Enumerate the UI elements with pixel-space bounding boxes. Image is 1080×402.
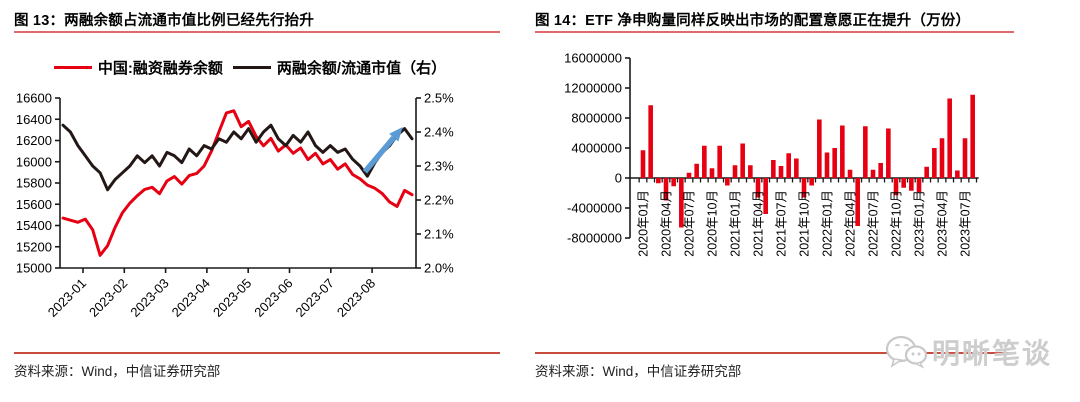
svg-text:2.2%: 2.2% xyxy=(424,193,454,208)
svg-text:15200: 15200 xyxy=(16,239,52,254)
svg-text:2020年04月: 2020年04月 xyxy=(660,190,674,257)
svg-text:2022年07月: 2022年07月 xyxy=(867,190,881,257)
legend-item-margin-balance: 中国:融资融券余额 xyxy=(53,57,223,78)
svg-text:2021年10月: 2021年10月 xyxy=(798,190,812,257)
svg-text:16200: 16200 xyxy=(16,133,52,148)
svg-text:2021年01月: 2021年01月 xyxy=(729,190,743,257)
svg-text:2021年04月: 2021年04月 xyxy=(752,190,766,257)
svg-text:2023-07: 2023-07 xyxy=(293,276,337,320)
figure-13-legend: 中国:融资融券余额 两融余额/流通市值（右） xyxy=(30,57,470,78)
svg-text:2023年04月: 2023年04月 xyxy=(936,190,950,257)
svg-text:2.1%: 2.1% xyxy=(424,227,454,242)
svg-text:15400: 15400 xyxy=(16,218,52,233)
svg-text:0: 0 xyxy=(615,171,622,186)
figure-13-title-underline xyxy=(14,31,500,33)
svg-text:2020年07月: 2020年07月 xyxy=(683,190,697,257)
svg-text:2022年04月: 2022年04月 xyxy=(844,190,858,257)
svg-text:2023-02: 2023-02 xyxy=(86,276,130,320)
svg-text:15800: 15800 xyxy=(16,176,52,191)
svg-text:16400: 16400 xyxy=(16,112,52,127)
svg-text:2023-04: 2023-04 xyxy=(169,276,213,320)
svg-text:2020年10月: 2020年10月 xyxy=(706,190,720,257)
svg-text:2023-08: 2023-08 xyxy=(334,276,378,320)
figure-13-source: 资料来源：Wind，中信证券研究部 xyxy=(14,364,221,379)
svg-text:16000: 16000 xyxy=(16,154,52,169)
figure-14-bottom-rule xyxy=(535,352,1014,354)
figure-13-title: 图 13：两融余额占流通市值比例已经先行抬升 xyxy=(14,13,315,29)
legend-item-ratio: 两融余额/流通市值（右） xyxy=(232,57,447,78)
svg-text:2022年10月: 2022年10月 xyxy=(890,190,904,257)
svg-text:2023-05: 2023-05 xyxy=(210,276,254,320)
svg-text:2.4%: 2.4% xyxy=(424,125,454,140)
figure-14-title-underline xyxy=(535,31,1014,33)
svg-text:2.5%: 2.5% xyxy=(424,91,454,106)
svg-text:2023年01月: 2023年01月 xyxy=(913,190,927,257)
svg-text:4000000: 4000000 xyxy=(571,141,622,156)
figure-14-title: 图 14：ETF 净申购量同样反映出市场的配置意愿正在提升（万份） xyxy=(535,13,971,29)
svg-text:16600: 16600 xyxy=(16,91,52,106)
svg-text:2020年01月: 2020年01月 xyxy=(637,190,651,257)
etf-net-subscription-bar-chart: -8000000 -4000000 0 4000000 8000000 12000000 1… xyxy=(564,51,979,257)
legend-label-ratio: 两融余额/流通市值（右） xyxy=(276,60,447,77)
svg-text:2.3%: 2.3% xyxy=(424,159,454,174)
svg-text:2023年07月: 2023年07月 xyxy=(959,190,973,257)
black-line-swatch xyxy=(232,65,271,70)
red-line-swatch xyxy=(53,65,92,70)
svg-text:2022年01月: 2022年01月 xyxy=(821,190,835,257)
figure-13-bottom-rule xyxy=(14,352,500,354)
legend-label-margin-balance: 中国:融资融券余额 xyxy=(97,60,223,77)
svg-text:2021年07月: 2021年07月 xyxy=(775,190,789,257)
margin-balance-line-chart: 15000 15200 15400 15600 15800 16000 16200 16400… xyxy=(16,91,454,320)
svg-text:16000000: 16000000 xyxy=(564,51,622,66)
svg-text:-8000000: -8000000 xyxy=(567,231,622,246)
svg-text:8000000: 8000000 xyxy=(571,111,622,126)
svg-text:2023-06: 2023-06 xyxy=(251,276,295,320)
svg-text:2023-01: 2023-01 xyxy=(45,276,89,320)
svg-text:12000000: 12000000 xyxy=(564,81,622,96)
svg-text:2.0%: 2.0% xyxy=(424,261,454,276)
svg-text:2023-03: 2023-03 xyxy=(127,276,171,320)
figure-14-source: 资料来源：Wind，中信证券研究部 xyxy=(535,364,742,379)
svg-text:15600: 15600 xyxy=(16,197,52,212)
svg-text:15000: 15000 xyxy=(16,261,52,276)
svg-text:-4000000: -4000000 xyxy=(567,201,622,216)
